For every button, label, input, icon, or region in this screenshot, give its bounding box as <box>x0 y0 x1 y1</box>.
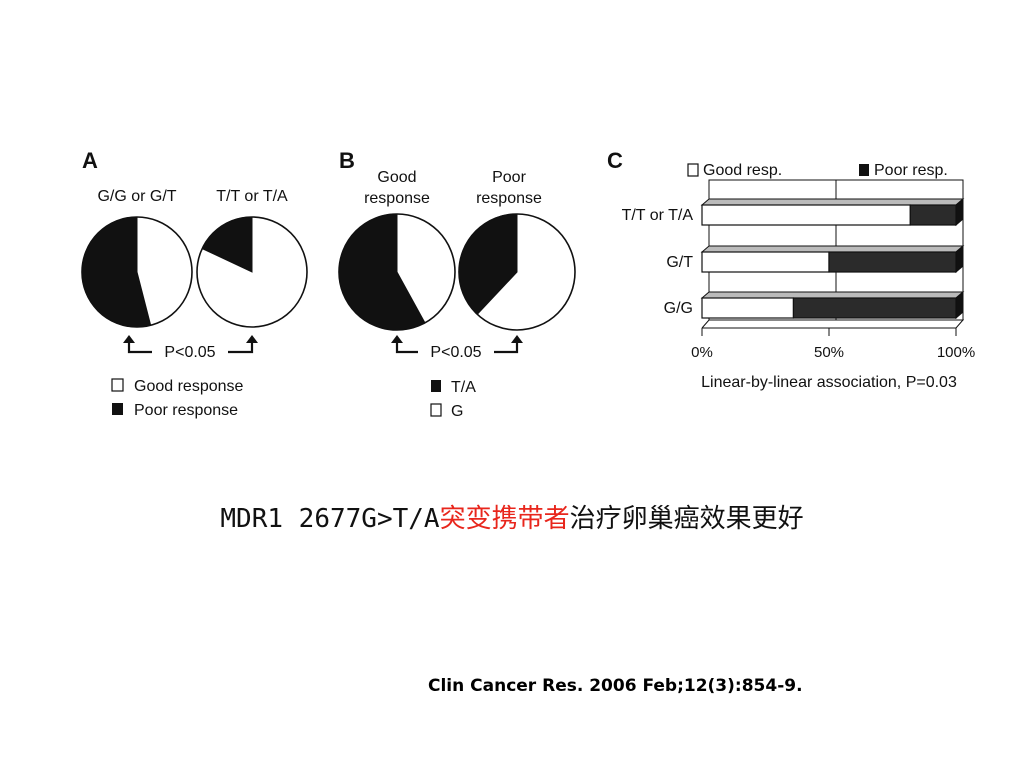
legend-a-poor: Poor response <box>134 402 238 419</box>
legend-swatch-g <box>430 403 442 417</box>
legend-a-good: Good response <box>134 378 244 395</box>
comparison-bracket-a <box>127 340 254 354</box>
stacked-bar-chart: T/T or T/A G/T G/G 0% 50% 100% <box>622 179 975 361</box>
x-tick-label: 0% <box>691 344 713 361</box>
x-axis-floor <box>701 319 965 329</box>
pie-a1-label: G/G or G/T <box>97 188 176 205</box>
pie-b2-label-line2: response <box>476 190 542 207</box>
category-label: T/T or T/A <box>622 207 694 224</box>
panel-c: C Good resp. Poor resp. T/T or T/A G/T G/G… <box>607 148 975 391</box>
arrow-up-icon <box>246 335 258 343</box>
bar-poor-resp <box>909 204 957 226</box>
legend-b-g: G <box>451 403 463 420</box>
pie-a2-black-slice <box>201 216 253 273</box>
panel-c-letter: C <box>607 148 623 173</box>
category-label: G/T <box>666 254 693 271</box>
bar-good-resp <box>701 251 830 273</box>
legend-swatch-good <box>111 378 124 392</box>
bar-poor-resp <box>792 297 957 319</box>
bar-top-face <box>700 245 965 253</box>
pie-a1 <box>81 216 193 328</box>
pie-a2-label: T/T or T/A <box>216 188 288 205</box>
pie-b1-label-line2: response <box>364 190 430 207</box>
pie-b1 <box>338 213 456 331</box>
arrow-up-icon <box>123 335 135 343</box>
bar-top-face <box>700 291 965 299</box>
pie-a2 <box>196 216 308 328</box>
comparison-bracket-b <box>395 340 519 354</box>
legend-c-poor: Poor resp. <box>874 162 948 179</box>
caption-prefix: MDR1 2677G>T/A <box>220 504 440 534</box>
p-value-b: P<0.05 <box>430 344 481 361</box>
caption-suffix: 治疗卵巢癌效果更好 <box>569 504 804 534</box>
legend-swatch-ta <box>431 380 441 392</box>
panel-b-letter: B <box>339 148 355 173</box>
x-tick-label: 50% <box>814 344 844 361</box>
bar-top-face <box>700 198 965 206</box>
legend-swatch-poor <box>112 403 123 415</box>
bar-good-resp <box>701 297 795 319</box>
p-value-a: P<0.05 <box>164 344 215 361</box>
legend-c-good: Good resp. <box>703 162 782 179</box>
arrow-up-icon <box>391 335 403 343</box>
pie-a1-black-slice <box>81 216 152 328</box>
pie-b1-label-line1: Good <box>377 169 416 186</box>
bar-good-resp <box>701 204 911 226</box>
citation: Clin Cancer Res. 2006 Feb;12(3):854-9. <box>428 676 803 696</box>
arrow-up-icon <box>511 335 523 343</box>
figure: A G/G or G/T T/T or T/A P<0.05 Good resp… <box>81 148 975 420</box>
legend-b-ta: T/A <box>451 379 476 396</box>
legend-swatch-good-resp <box>687 163 699 177</box>
x-axis-label: Linear-by-linear association, P=0.03 <box>701 374 957 391</box>
x-tick-label: 100% <box>937 344 975 361</box>
panel-b: B Good response Poor response P<0.05 T/A… <box>338 148 576 420</box>
caption-highlight: 突变携带者 <box>439 504 570 534</box>
legend-swatch-poor-resp <box>859 164 869 176</box>
slide-caption: MDR1 2677G>T/A突变携带者治疗卵巢癌效果更好 <box>0 498 1024 535</box>
panel-a: A G/G or G/T T/T or T/A P<0.05 Good resp… <box>81 148 308 419</box>
pie-b2-label-line1: Poor <box>492 169 526 186</box>
panel-a-letter: A <box>82 148 98 173</box>
pie-b2 <box>458 213 576 331</box>
category-label: G/G <box>664 300 693 317</box>
pie-b2-black-slice <box>458 213 518 315</box>
pie-b1-black-slice <box>338 213 426 331</box>
bar-poor-resp <box>828 251 957 273</box>
